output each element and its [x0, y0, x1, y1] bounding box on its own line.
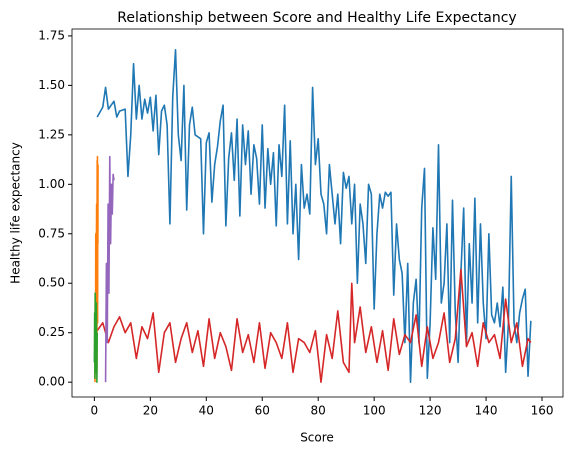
y-tick-label: 1.75	[38, 28, 65, 42]
x-tick-label: 0	[91, 404, 99, 418]
x-tick-label: 40	[199, 404, 214, 418]
y-tick-label: 0.25	[38, 325, 65, 339]
y-tick-label: 1.00	[38, 177, 65, 191]
y-axis-label: Healthy life expectancy	[9, 142, 23, 284]
x-tick-label: 140	[475, 404, 498, 418]
x-tick-label: 20	[143, 404, 158, 418]
line-series	[93, 292, 98, 383]
y-tick-label: 1.50	[38, 78, 65, 92]
x-tick-label: 120	[419, 404, 442, 418]
y-tick-label: 0.00	[38, 375, 65, 389]
line-series	[96, 48, 532, 383]
chart-title: Relationship between Score and Healthy L…	[117, 10, 516, 26]
y-tick-label: 1.25	[38, 127, 65, 141]
x-axis-label: Score	[300, 431, 334, 445]
plot-frame	[71, 28, 564, 398]
line-series	[104, 155, 115, 383]
x-tick-label: 60	[255, 404, 270, 418]
y-tick-label: 0.75	[38, 226, 65, 240]
x-tick-label: 80	[311, 404, 326, 418]
x-tick-label: 160	[531, 404, 554, 418]
y-tick-label: 0.50	[38, 276, 65, 290]
line-series	[96, 268, 532, 383]
x-tick-label: 100	[363, 404, 386, 418]
